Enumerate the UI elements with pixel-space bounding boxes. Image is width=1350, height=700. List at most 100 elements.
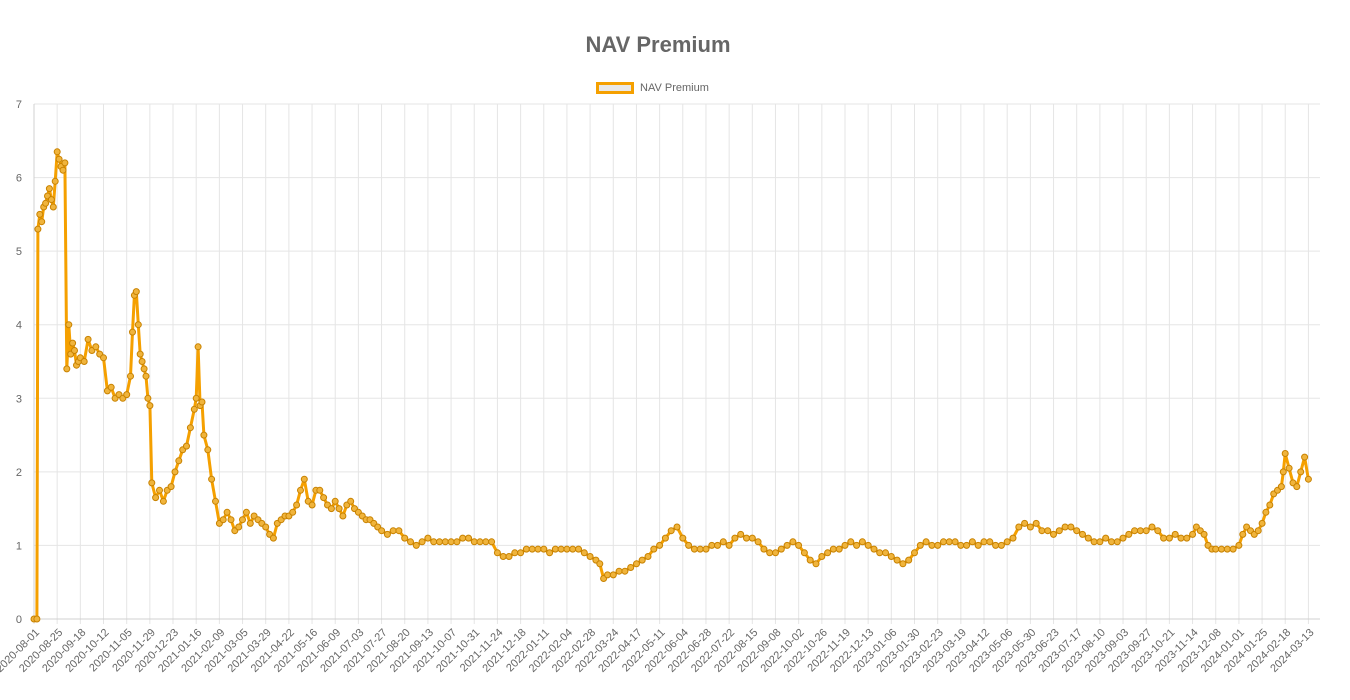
data-point[interactable] [136, 350, 144, 358]
data-point[interactable] [951, 538, 959, 546]
data-point[interactable] [818, 553, 826, 560]
data-point[interactable] [123, 391, 131, 399]
data-point[interactable] [34, 225, 42, 233]
data-point[interactable] [441, 538, 449, 546]
data-point[interactable] [714, 541, 721, 549]
data-point[interactable] [829, 545, 837, 553]
data-point[interactable] [968, 538, 976, 546]
data-point[interactable] [876, 549, 884, 557]
data-point[interactable] [882, 549, 889, 557]
data-point[interactable] [175, 457, 183, 465]
data-point[interactable] [974, 541, 982, 549]
data-point[interactable] [633, 560, 640, 568]
data-point[interactable] [841, 541, 849, 549]
data-point[interactable] [656, 541, 664, 549]
data-point[interactable] [673, 523, 681, 531]
data-point[interactable] [407, 538, 414, 546]
data-point[interactable] [1154, 527, 1162, 535]
data-point[interactable] [945, 538, 953, 546]
data-point[interactable] [65, 321, 73, 329]
data-point[interactable] [627, 564, 635, 571]
data-point[interactable] [934, 541, 942, 549]
data-point[interactable] [1277, 483, 1285, 491]
data-point[interactable] [327, 505, 335, 513]
data-point[interactable] [922, 538, 930, 546]
data-point[interactable] [92, 343, 100, 351]
data-point[interactable] [293, 501, 301, 509]
data-point[interactable] [447, 538, 455, 546]
data-point[interactable] [219, 516, 227, 524]
data-point[interactable] [1258, 519, 1266, 527]
data-point[interactable] [308, 501, 316, 509]
data-point[interactable] [760, 545, 768, 553]
data-point[interactable] [1055, 527, 1063, 535]
data-point[interactable] [51, 177, 59, 185]
data-point[interactable] [395, 527, 403, 535]
data-point[interactable] [1165, 534, 1173, 542]
data-point[interactable] [389, 527, 397, 535]
data-point[interactable] [208, 475, 216, 483]
data-point[interactable] [1293, 483, 1301, 491]
data-point[interactable] [142, 372, 150, 380]
data-point[interactable] [297, 486, 304, 494]
data-point[interactable] [957, 541, 965, 549]
data-point[interactable] [650, 545, 658, 553]
data-point[interactable] [1015, 523, 1023, 531]
data-point[interactable] [992, 541, 1000, 549]
data-point[interactable] [580, 549, 588, 557]
data-point[interactable] [148, 479, 156, 487]
data-point[interactable] [783, 541, 791, 549]
data-point[interactable] [49, 203, 57, 211]
data-point[interactable] [69, 339, 77, 347]
data-point[interactable] [1079, 530, 1086, 538]
data-point[interactable] [800, 549, 808, 557]
data-point[interactable] [1131, 527, 1139, 535]
data-point[interactable] [459, 534, 467, 542]
data-point[interactable] [551, 545, 559, 553]
data-point[interactable] [235, 523, 243, 531]
data-point[interactable] [316, 486, 324, 494]
data-point[interactable] [696, 545, 704, 553]
data-point[interactable] [1136, 527, 1144, 535]
data-point[interactable] [192, 394, 200, 402]
data-point[interactable] [424, 534, 432, 542]
data-point[interactable] [246, 519, 254, 527]
data-point[interactable] [61, 159, 69, 167]
data-point[interactable] [470, 538, 478, 546]
data-point[interactable] [1108, 538, 1115, 546]
data-point[interactable] [140, 365, 148, 373]
data-point[interactable] [546, 549, 554, 557]
data-point[interactable] [661, 534, 669, 542]
data-point[interactable] [980, 538, 988, 546]
data-point[interactable] [63, 365, 71, 373]
data-point[interactable] [335, 505, 343, 513]
data-point[interactable] [1026, 523, 1034, 531]
data-point[interactable] [621, 567, 629, 575]
data-point[interactable] [1096, 538, 1104, 546]
data-point[interactable] [963, 541, 971, 549]
data-point[interactable] [1297, 468, 1305, 476]
data-point[interactable] [772, 549, 779, 557]
data-point[interactable] [893, 556, 901, 564]
data-point[interactable] [522, 545, 530, 553]
data-point[interactable] [1148, 523, 1156, 531]
data-point[interactable] [418, 538, 426, 546]
data-point[interactable] [152, 494, 160, 502]
data-point[interactable] [725, 541, 733, 549]
data-point[interactable] [167, 483, 175, 491]
data-point[interactable] [144, 394, 152, 402]
data-point[interactable] [71, 347, 78, 354]
data-point[interactable] [1235, 541, 1243, 549]
data-point[interactable] [269, 534, 277, 542]
data-point[interactable] [1113, 538, 1121, 546]
data-point[interactable] [847, 538, 855, 546]
data-point[interactable] [436, 538, 443, 546]
data-point[interactable] [227, 516, 235, 524]
data-point[interactable] [1171, 530, 1179, 538]
data-point[interactable] [1177, 534, 1185, 542]
data-point[interactable] [1266, 501, 1274, 509]
data-point[interactable] [129, 328, 136, 336]
data-point[interactable] [1125, 530, 1133, 538]
data-point[interactable] [1084, 534, 1092, 542]
data-point[interactable] [777, 545, 785, 553]
